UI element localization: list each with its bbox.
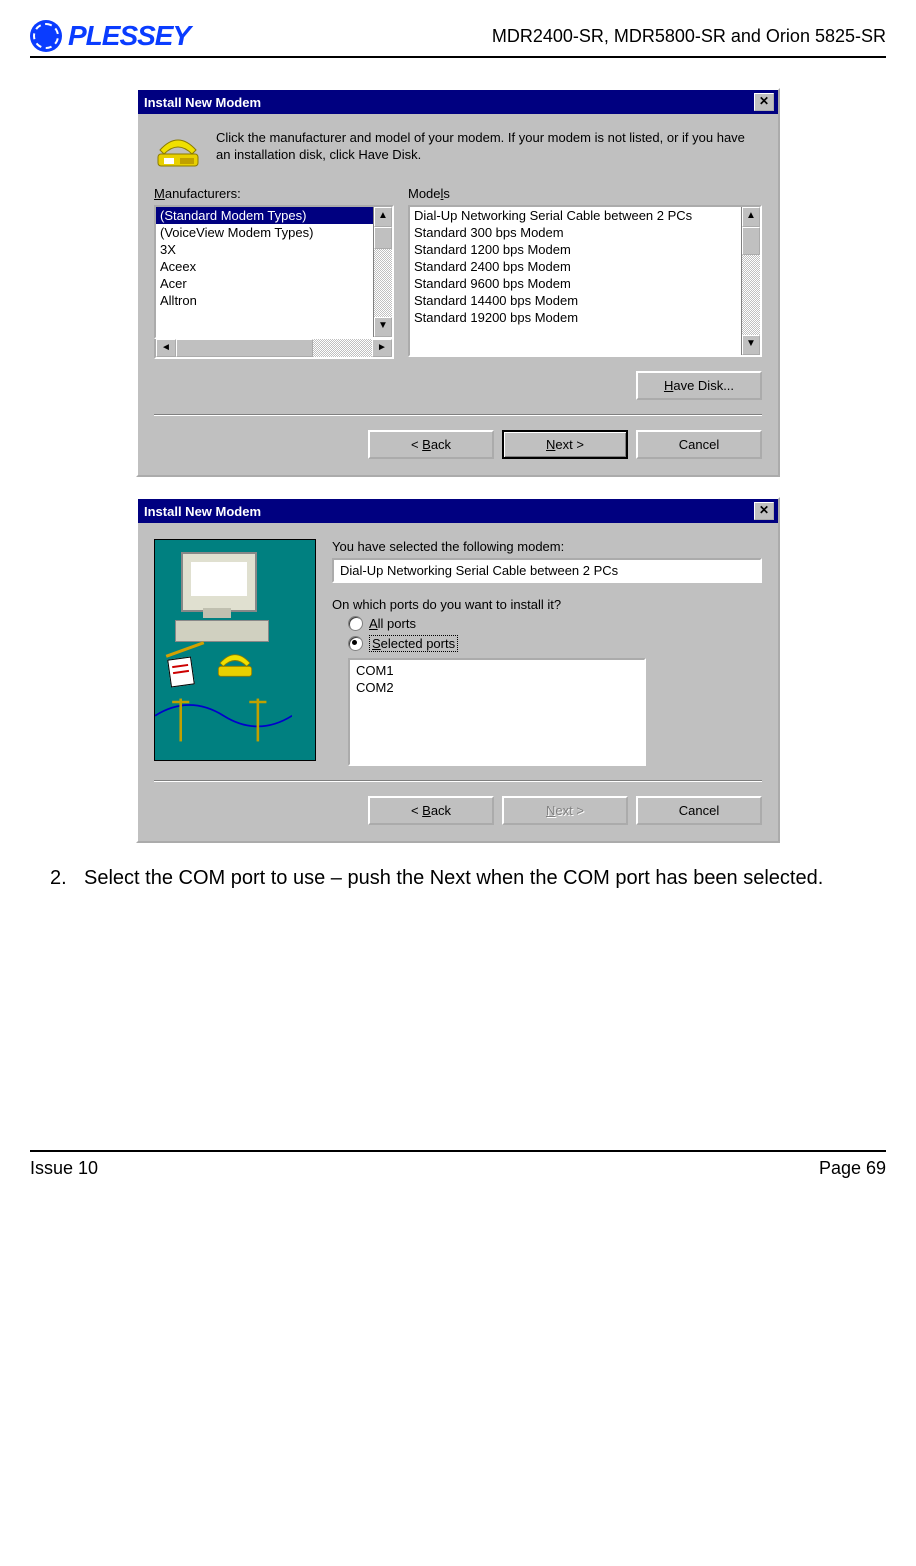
back-button[interactable]: < Back bbox=[368, 430, 494, 459]
models-label: Models bbox=[408, 186, 762, 201]
list-item[interactable]: Aceex bbox=[156, 258, 373, 275]
scroll-down-icon[interactable]: ▼ bbox=[742, 335, 760, 355]
titlebar: Install New Modem ✕ bbox=[138, 90, 778, 114]
list-item[interactable]: 3X bbox=[156, 241, 373, 258]
logo-icon bbox=[30, 20, 62, 52]
list-item[interactable]: COM1 bbox=[352, 662, 642, 679]
cancel-button[interactable]: Cancel bbox=[636, 796, 762, 825]
list-item[interactable]: (Standard Modem Types) bbox=[156, 207, 373, 224]
list-item[interactable]: Standard 1200 bps Modem bbox=[410, 241, 741, 258]
step-text: Select the COM port to use – push the Ne… bbox=[84, 867, 823, 890]
radio-icon[interactable] bbox=[348, 636, 363, 651]
list-item[interactable]: Standard 2400 bps Modem bbox=[410, 258, 741, 275]
logo: PLESSEY bbox=[30, 20, 190, 52]
cancel-button[interactable]: Cancel bbox=[636, 430, 762, 459]
list-item[interactable]: COM2 bbox=[352, 679, 642, 696]
selected-modem-value: Dial-Up Networking Serial Cable between … bbox=[332, 558, 762, 583]
doc-title: MDR2400-SR, MDR5800-SR and Orion 5825-SR bbox=[492, 26, 886, 47]
instruction-text: Click the manufacturer and model of your… bbox=[216, 130, 762, 170]
list-item[interactable]: (VoiceView Modem Types) bbox=[156, 224, 373, 241]
dialog-title: Install New Modem bbox=[144, 95, 261, 110]
list-item[interactable]: Standard 300 bps Modem bbox=[410, 224, 741, 241]
dialog-title: Install New Modem bbox=[144, 504, 261, 519]
close-icon[interactable]: ✕ bbox=[754, 93, 774, 111]
instruction-paragraph: 2. Select the COM port to use – push the… bbox=[50, 867, 866, 890]
next-button: Next > bbox=[502, 796, 628, 825]
scroll-thumb[interactable] bbox=[176, 339, 313, 357]
scroll-down-icon[interactable]: ▼ bbox=[374, 317, 392, 337]
phone-icon bbox=[154, 130, 202, 170]
scrollbar[interactable]: ▲ ▼ bbox=[741, 207, 760, 355]
list-item[interactable]: Alltron bbox=[156, 292, 373, 309]
page-number: Page 69 bbox=[819, 1158, 886, 1179]
scroll-up-icon[interactable]: ▲ bbox=[742, 207, 760, 227]
divider bbox=[154, 780, 762, 782]
logo-text: PLESSEY bbox=[68, 20, 190, 52]
scroll-left-icon[interactable]: ◄ bbox=[156, 339, 176, 357]
install-modem-dialog-2: Install New Modem ✕ bbox=[136, 497, 780, 843]
issue-label: Issue 10 bbox=[30, 1158, 98, 1179]
scrollbar[interactable]: ▲ ▼ bbox=[373, 207, 392, 337]
page-footer: Issue 10 Page 69 bbox=[30, 1150, 886, 1179]
selected-modem-label: You have selected the following modem: bbox=[332, 539, 762, 554]
radio-icon[interactable] bbox=[348, 616, 363, 631]
manufacturers-label: Manufacturers: bbox=[154, 186, 394, 201]
close-icon[interactable]: ✕ bbox=[754, 502, 774, 520]
scroll-thumb[interactable] bbox=[742, 227, 760, 255]
wizard-image bbox=[154, 539, 316, 761]
models-listbox[interactable]: Dial-Up Networking Serial Cable between … bbox=[408, 205, 762, 357]
scroll-up-icon[interactable]: ▲ bbox=[374, 207, 392, 227]
list-item[interactable]: Standard 9600 bps Modem bbox=[410, 275, 741, 292]
list-item[interactable]: Acer bbox=[156, 275, 373, 292]
ports-listbox[interactable]: COM1 COM2 bbox=[348, 658, 646, 766]
install-modem-dialog-1: Install New Modem ✕ Click the manufactur… bbox=[136, 88, 780, 477]
list-item[interactable]: Dial-Up Networking Serial Cable between … bbox=[410, 207, 741, 224]
scroll-thumb[interactable] bbox=[374, 227, 392, 249]
selected-ports-radio[interactable]: Selected ports bbox=[348, 635, 762, 652]
next-button[interactable]: Next > bbox=[502, 430, 628, 459]
page-header: PLESSEY MDR2400-SR, MDR5800-SR and Orion… bbox=[30, 20, 886, 58]
step-number: 2. bbox=[50, 867, 74, 890]
list-item[interactable]: Standard 19200 bps Modem bbox=[410, 309, 741, 326]
titlebar: Install New Modem ✕ bbox=[138, 499, 778, 523]
scroll-right-icon[interactable]: ► bbox=[372, 339, 392, 357]
back-button[interactable]: < Back bbox=[368, 796, 494, 825]
divider bbox=[154, 414, 762, 416]
h-scrollbar[interactable]: ◄ ► bbox=[154, 339, 394, 359]
have-disk-button[interactable]: Have Disk... bbox=[636, 371, 762, 400]
list-item[interactable]: Standard 14400 bps Modem bbox=[410, 292, 741, 309]
all-ports-radio[interactable]: All ports bbox=[348, 616, 762, 631]
ports-question: On which ports do you want to install it… bbox=[332, 597, 762, 612]
manufacturers-listbox[interactable]: (Standard Modem Types) (VoiceView Modem … bbox=[154, 205, 394, 339]
